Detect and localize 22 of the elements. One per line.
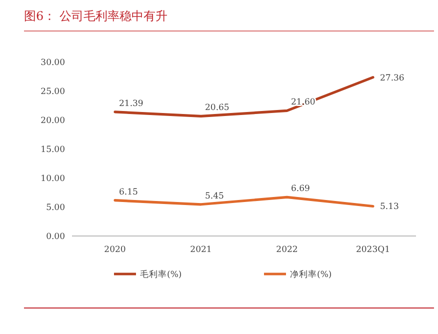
y-tick-label: 0.00	[46, 232, 65, 242]
legend-label: 毛利率(%)	[140, 269, 182, 280]
data-label: 21.39	[119, 98, 144, 109]
data-label: 20.65	[205, 103, 230, 114]
y-tick-label: 25.00	[40, 87, 65, 97]
data-label: 5.13	[380, 202, 399, 212]
data-label: 5.45	[205, 191, 224, 202]
y-tick-label: 20.00	[40, 116, 65, 126]
x-tick-label: 2020	[104, 245, 126, 255]
data-label: 6.69	[291, 184, 310, 194]
x-tick-label: 2022	[276, 245, 298, 255]
chart-title: 图6： 公司毛利率稳中有升	[24, 9, 168, 23]
y-tick-label: 10.00	[40, 174, 65, 184]
y-tick-label: 30.00	[40, 58, 65, 68]
legend-label: 净利率(%)	[290, 269, 332, 280]
line-series	[114, 76, 374, 118]
data-label: 27.36	[380, 73, 404, 84]
y-tick-label: 15.00	[40, 145, 65, 155]
x-tick-label: 2021	[190, 245, 212, 255]
x-tick-label: 2023Q1	[356, 245, 390, 255]
y-tick-label: 5.00	[46, 203, 65, 213]
data-label: 6.15	[119, 187, 138, 198]
